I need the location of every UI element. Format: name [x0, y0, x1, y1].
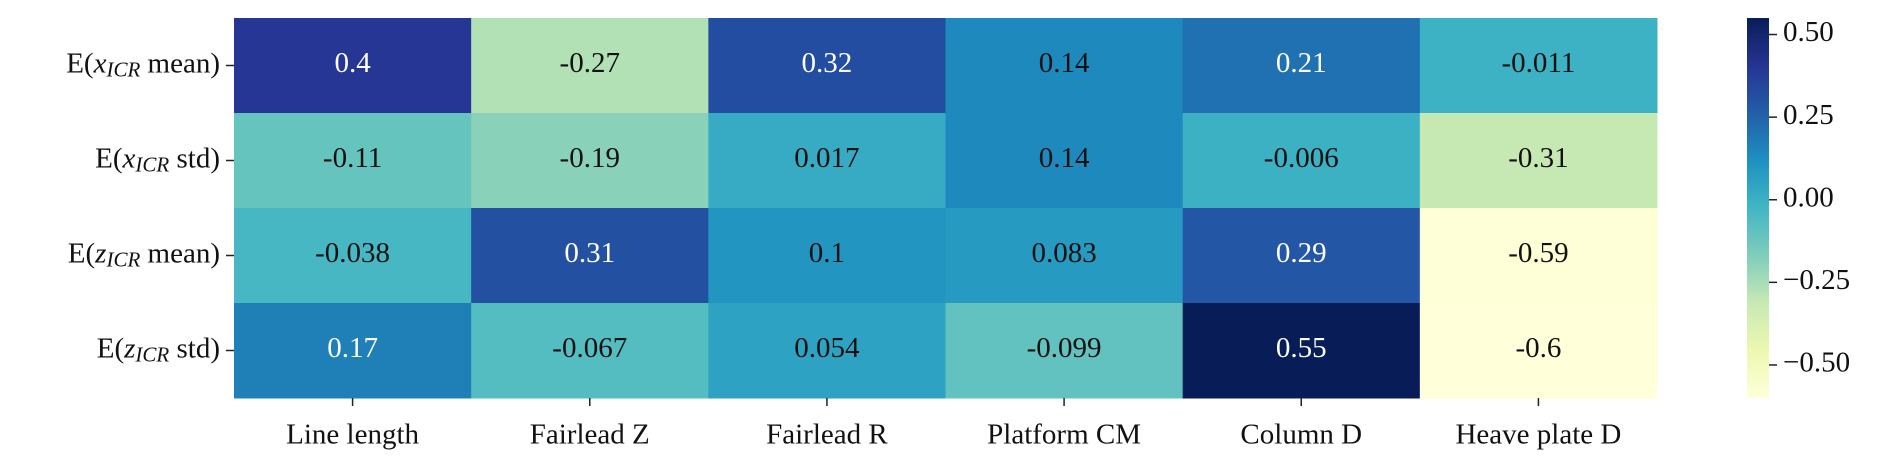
cell-label: 0.21 [1276, 47, 1327, 79]
cell-label: -0.6 [1515, 332, 1561, 364]
y-label-part: std) [169, 332, 220, 364]
heatmap-cell [1419, 303, 1658, 399]
heatmap-cell [1182, 303, 1421, 399]
y-label-part: z [94, 237, 106, 269]
x-tick-label: Platform CM [987, 419, 1141, 451]
y-label-part: mean) [140, 237, 220, 269]
heatmap-cell [708, 113, 946, 209]
colorbar-tick-label: −0.50 [1783, 347, 1850, 379]
heatmap-cell [1419, 18, 1658, 114]
y-label-part: ICR [134, 342, 169, 366]
heatmap-cell [1419, 113, 1658, 209]
heatmap-cell [1182, 18, 1421, 114]
y-label-part: std) [169, 142, 220, 174]
heatmap-cell [471, 208, 709, 304]
heatmap-cell [1182, 208, 1421, 304]
x-tick-label: Heave plate D [1455, 419, 1621, 451]
x-tick-label: Fairlead R [766, 419, 888, 451]
y-label-part: ICR [105, 57, 140, 81]
y-tick-label: E(xICR mean) [66, 47, 220, 81]
heatmap-cell [945, 303, 1184, 399]
heatmap-cell [945, 18, 1184, 114]
cell-label: -0.59 [1508, 237, 1568, 269]
cell-label: 0.14 [1039, 142, 1090, 174]
cell-label: -0.038 [315, 237, 390, 269]
heatmap-cell [945, 208, 1184, 304]
colorbar-tick-label: 0.50 [1783, 16, 1834, 48]
y-label-part: x [122, 142, 136, 174]
cell-label: -0.011 [1501, 47, 1575, 79]
colorbar-tick-label: 0.00 [1783, 181, 1834, 213]
heatmap-cell [708, 18, 946, 114]
cell-label: -0.31 [1508, 142, 1568, 174]
cell-label: -0.099 [1027, 332, 1102, 364]
heatmap-cell [234, 113, 472, 209]
y-label-part: ICR [134, 152, 169, 176]
cell-label: -0.11 [323, 142, 382, 174]
cell-label: -0.006 [1264, 142, 1339, 174]
heatmap-cell [708, 208, 946, 304]
cell-label: 0.55 [1276, 332, 1327, 364]
heatmap-cell [234, 208, 472, 304]
y-label-part: E( [68, 237, 95, 269]
x-tick-label: Fairlead Z [530, 419, 650, 451]
heatmap-cell [471, 303, 709, 399]
heatmap-cell [1182, 113, 1421, 209]
y-tick-label: E(zICR mean) [68, 237, 220, 271]
cell-label: 0.29 [1276, 237, 1327, 269]
colorbar-tick-label: 0.25 [1783, 99, 1834, 131]
colorbar-tick-label: −0.25 [1783, 264, 1850, 296]
cell-label: 0.4 [334, 47, 371, 79]
heatmap-cell [708, 303, 946, 399]
cell-label: 0.32 [802, 47, 853, 79]
cell-label: 0.017 [794, 142, 859, 174]
cell-label: 0.083 [1031, 237, 1096, 269]
y-tick-label: E(zICR std) [97, 332, 220, 366]
y-tick-label: E(xICR std) [95, 142, 220, 176]
y-label-part: E( [97, 332, 124, 364]
heatmap-cell [1419, 208, 1658, 304]
y-label-part: E( [66, 47, 93, 79]
cell-label: -0.067 [552, 332, 627, 364]
cell-label: -0.19 [560, 142, 620, 174]
heatmap-cell [471, 113, 709, 209]
cell-label: 0.17 [327, 332, 378, 364]
heatmap-cell [471, 18, 709, 114]
y-label-part: ICR [105, 247, 140, 271]
heatmap-cell [234, 18, 472, 114]
heatmap-cell [945, 113, 1184, 209]
cell-label: -0.27 [560, 47, 620, 79]
y-label-part: x [93, 47, 107, 79]
y-label-part: E( [95, 142, 122, 174]
y-label-part: mean) [140, 47, 220, 79]
cell-label: 0.1 [809, 237, 845, 269]
y-label-part: z [123, 332, 135, 364]
x-tick-label: Column D [1240, 419, 1362, 451]
colorbar [1747, 18, 1769, 398]
cell-label: 0.31 [564, 237, 615, 269]
x-tick-label: Line length [286, 419, 419, 451]
heatmap-cell [234, 303, 472, 399]
cell-label: 0.14 [1039, 47, 1090, 79]
cell-label: 0.054 [794, 332, 860, 364]
